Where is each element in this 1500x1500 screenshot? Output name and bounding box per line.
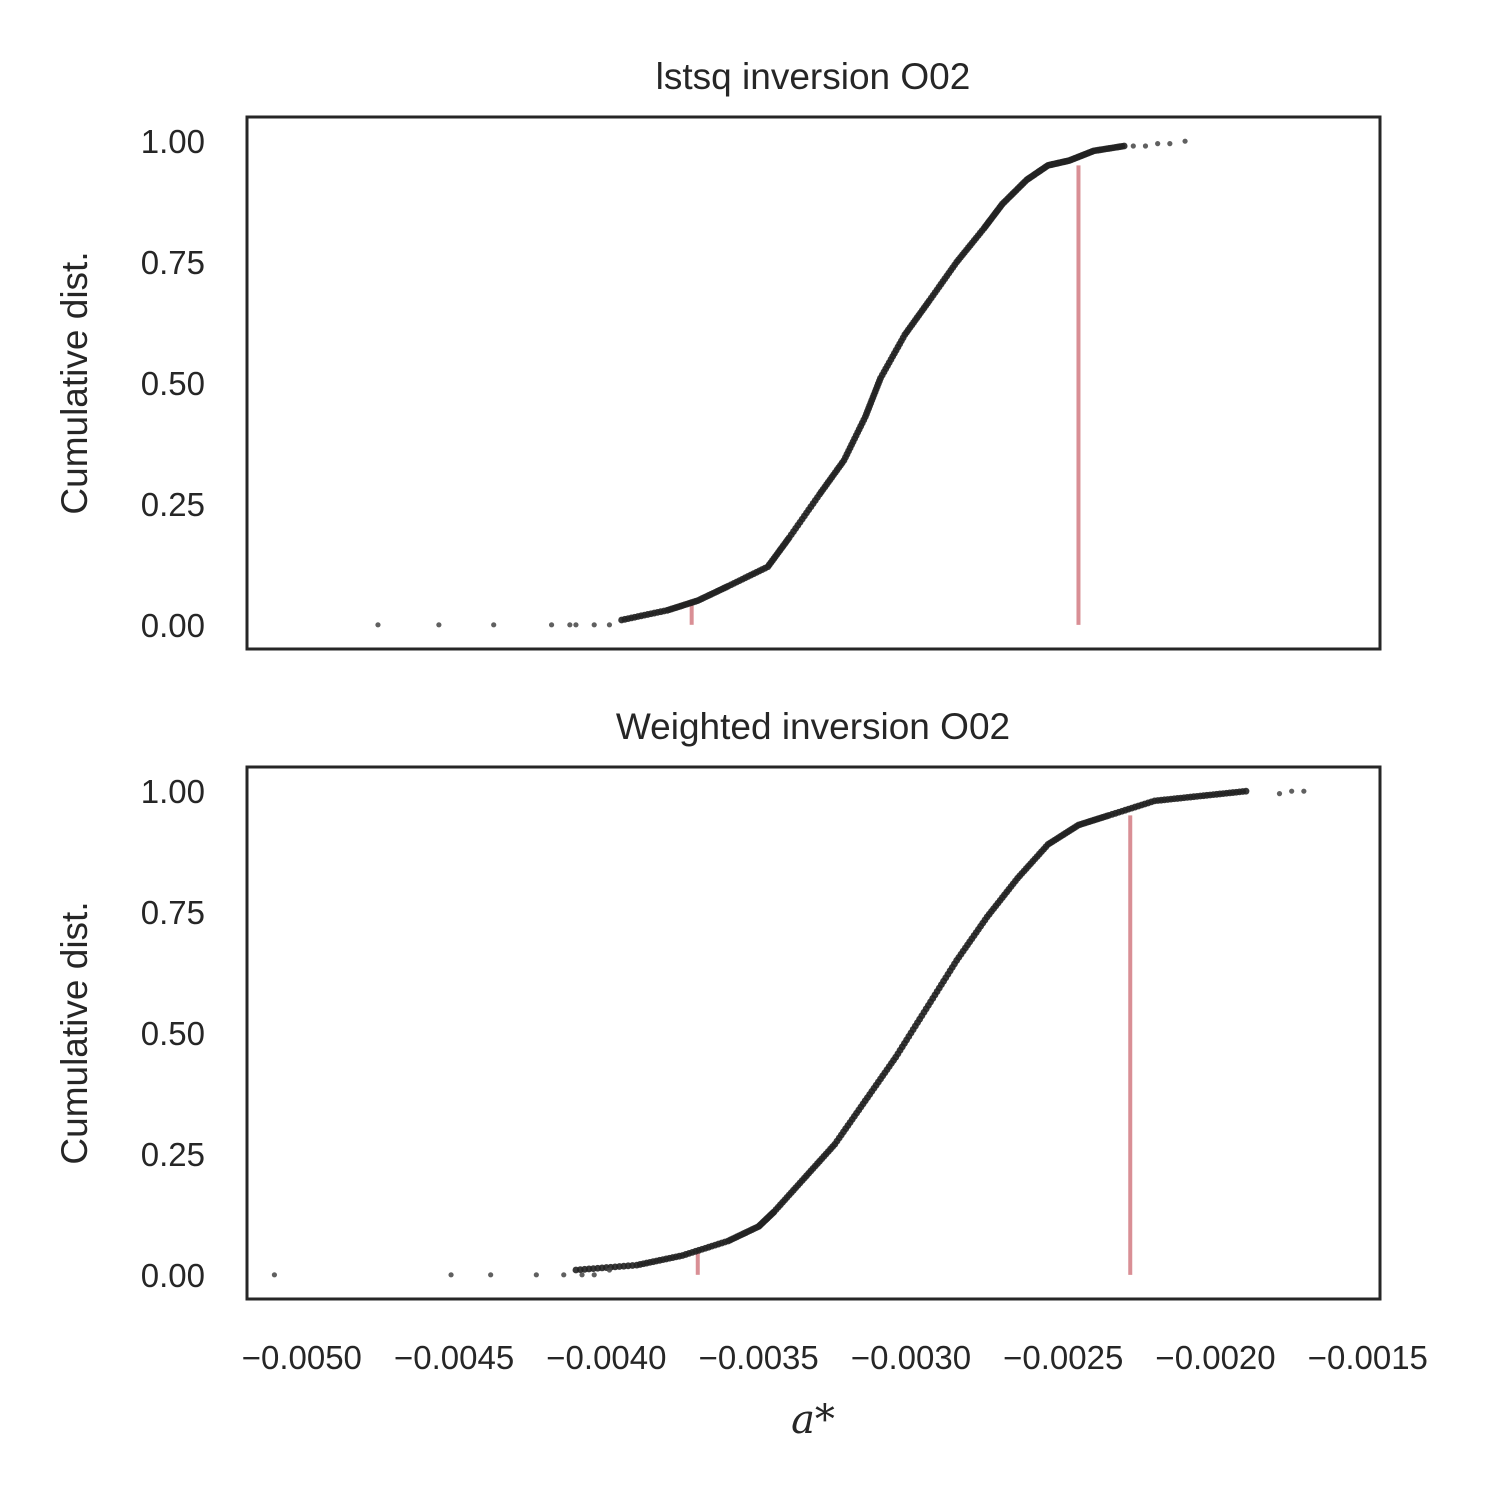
cdf-point bbox=[1242, 787, 1250, 795]
outlier-point bbox=[573, 622, 579, 628]
bottom-panel-xticks: −0.0050 −0.0045 −0.0040 −0.0035 −0.0030 −0.00… bbox=[242, 1339, 1428, 1376]
cdf-point bbox=[1120, 142, 1128, 150]
y-tick-label: 0.00 bbox=[141, 1257, 205, 1294]
x-tick-label: −0.0025 bbox=[1003, 1339, 1123, 1376]
y-tick-label: 0.75 bbox=[141, 894, 205, 931]
outlier-point bbox=[561, 1272, 567, 1278]
outlier-point bbox=[567, 622, 573, 628]
top-panel-title: lstsq inversion O02 bbox=[656, 56, 971, 97]
x-tick-label: −0.0030 bbox=[851, 1339, 971, 1376]
x-tick-label: −0.0035 bbox=[699, 1339, 819, 1376]
top-panel-plot-area bbox=[375, 138, 1188, 628]
outlier-point bbox=[1142, 143, 1149, 149]
outlier-point bbox=[271, 1272, 278, 1278]
y-tick-label: 0.00 bbox=[141, 607, 205, 644]
x-tick-label: −0.0015 bbox=[1308, 1339, 1428, 1376]
outlier-point bbox=[606, 622, 613, 628]
x-axis-label: a* bbox=[791, 1397, 835, 1443]
outlier-point bbox=[579, 1272, 585, 1278]
y-tick-label: 0.25 bbox=[141, 486, 205, 523]
y-tick-label: 0.50 bbox=[141, 1015, 205, 1052]
bottom-panel-ylabel: Cumulative dist. bbox=[54, 901, 95, 1164]
outlier-point bbox=[448, 1272, 454, 1278]
x-tick-label: −0.0045 bbox=[394, 1339, 514, 1376]
outlier-point bbox=[591, 622, 597, 628]
outlier-point bbox=[1301, 788, 1307, 794]
outlier-point bbox=[375, 622, 381, 628]
outlier-point bbox=[488, 1272, 494, 1278]
y-tick-label: 0.75 bbox=[141, 244, 205, 281]
outlier-point bbox=[1167, 141, 1173, 147]
y-tick-label: 0.50 bbox=[141, 365, 205, 402]
outlier-point bbox=[591, 1272, 597, 1278]
outlier-point bbox=[436, 622, 442, 628]
outlier-point bbox=[491, 622, 497, 628]
bottom-panel-plot-area bbox=[271, 787, 1307, 1278]
bottom-panel-title: Weighted inversion O02 bbox=[616, 706, 1010, 747]
top-panel-yticks: 0.00 0.25 0.50 0.75 1.00 bbox=[141, 123, 205, 644]
outlier-point bbox=[1276, 791, 1283, 797]
y-tick-label: 1.00 bbox=[141, 773, 205, 810]
top-panel-frame bbox=[245, 115, 1382, 651]
x-tick-label: −0.0020 bbox=[1155, 1339, 1275, 1376]
bottom-panel: Weighted inversion O02 Cumulative dist. … bbox=[54, 706, 1428, 1443]
y-tick-label: 0.25 bbox=[141, 1136, 205, 1173]
outlier-point bbox=[606, 1267, 613, 1273]
top-panel: lstsq inversion O02 Cumulative dist. 0.0… bbox=[54, 56, 1382, 651]
bottom-panel-yticks: 0.00 0.25 0.50 0.75 1.00 bbox=[141, 773, 205, 1294]
outlier-point bbox=[533, 1272, 539, 1278]
outlier-point bbox=[1182, 138, 1188, 144]
outlier-point bbox=[1130, 143, 1136, 149]
y-tick-label: 1.00 bbox=[141, 123, 205, 160]
bottom-panel-frame bbox=[245, 765, 1382, 1301]
outlier-point bbox=[1155, 141, 1161, 147]
outlier-point bbox=[548, 622, 555, 628]
x-tick-label: −0.0040 bbox=[546, 1339, 666, 1376]
x-tick-label: −0.0050 bbox=[242, 1339, 362, 1376]
top-panel-ylabel: Cumulative dist. bbox=[54, 251, 95, 514]
outlier-point bbox=[1289, 788, 1295, 794]
